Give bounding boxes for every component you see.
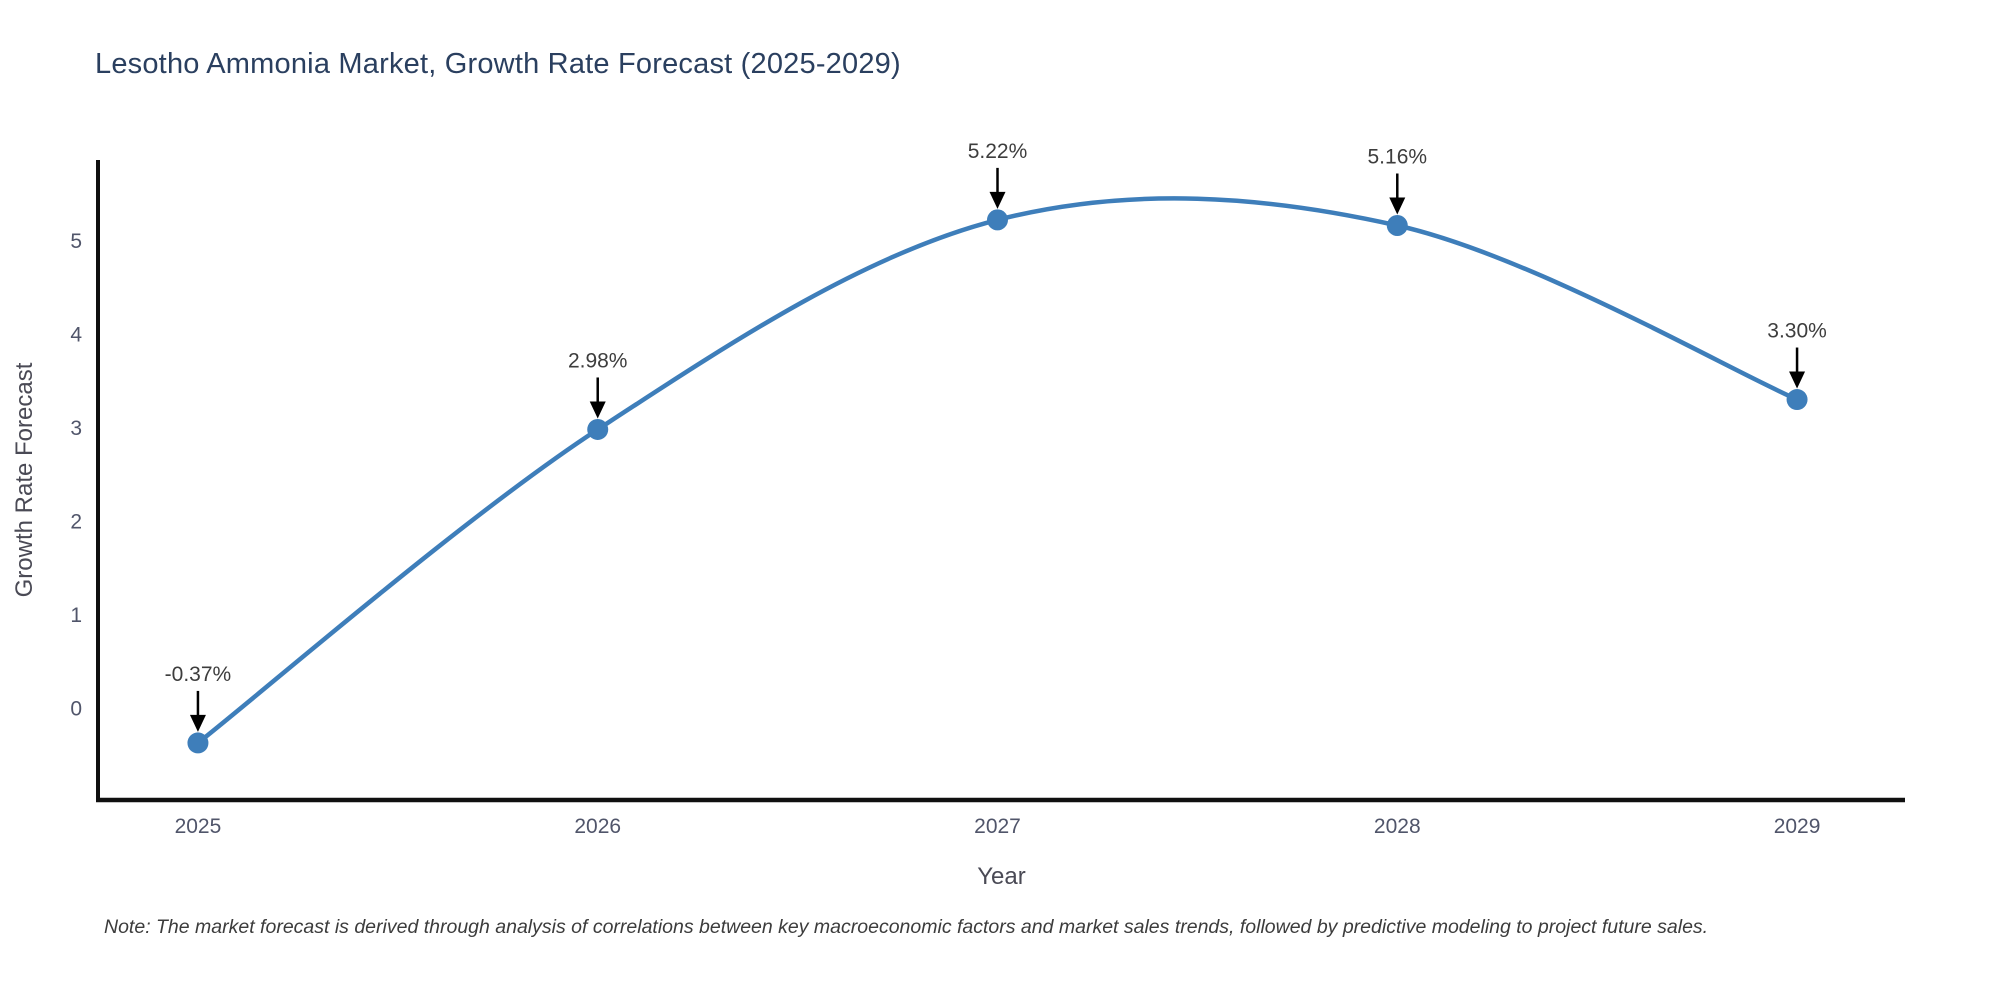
data-point [1786, 389, 1808, 411]
annotation-arrowhead [1389, 197, 1406, 215]
x-tick-label: 2027 [974, 815, 1021, 838]
annotation-arrowhead [189, 714, 206, 732]
y-tick-label: 5 [70, 230, 82, 253]
data-point [187, 732, 209, 754]
annotation-arrowhead [1789, 371, 1806, 389]
y-tick-label: 0 [70, 698, 82, 721]
y-axis-title: Growth Rate Forecast [11, 362, 38, 597]
data-point [1386, 214, 1408, 236]
annotation-label: 3.30% [1767, 320, 1827, 343]
data-point [587, 418, 609, 440]
data-point [987, 209, 1009, 231]
footnote: Note: The market forecast is derived thr… [104, 916, 1709, 938]
annotation-label: 5.22% [968, 140, 1028, 163]
y-tick-label: 2 [70, 511, 82, 534]
x-tick-label: 2029 [1774, 815, 1821, 838]
annotation-arrowhead [989, 191, 1006, 209]
annotation-label: 2.98% [568, 349, 628, 372]
annotation-label: 5.16% [1368, 145, 1428, 168]
annotation-arrowhead [589, 401, 606, 419]
x-tick-label: 2025 [175, 815, 222, 838]
y-tick-label: 4 [70, 323, 82, 346]
chart-title: Lesotho Ammonia Market, Growth Rate Fore… [95, 48, 901, 80]
trend-line [195, 196, 1800, 746]
y-tick-label: 1 [70, 604, 82, 627]
x-axis-title: Year [977, 863, 1026, 890]
x-tick-label: 2026 [574, 815, 621, 838]
annotation-label: -0.37% [165, 663, 232, 686]
y-tick-label: 3 [70, 417, 82, 440]
x-tick-label: 2028 [1374, 815, 1421, 838]
